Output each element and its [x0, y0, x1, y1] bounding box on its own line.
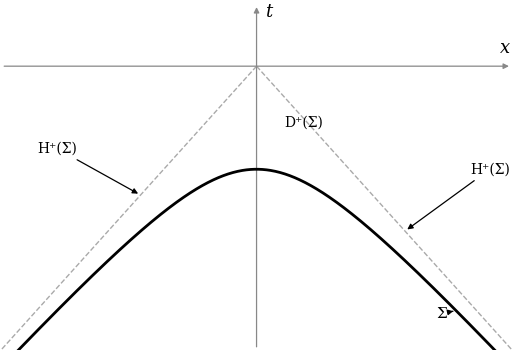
Text: D⁺(Σ): D⁺(Σ): [284, 116, 323, 130]
Text: Σ: Σ: [437, 306, 453, 320]
Text: H⁺(Σ): H⁺(Σ): [408, 162, 510, 229]
Text: x: x: [500, 39, 510, 57]
Text: t: t: [265, 3, 272, 21]
Text: H⁺(Σ): H⁺(Σ): [37, 142, 137, 193]
